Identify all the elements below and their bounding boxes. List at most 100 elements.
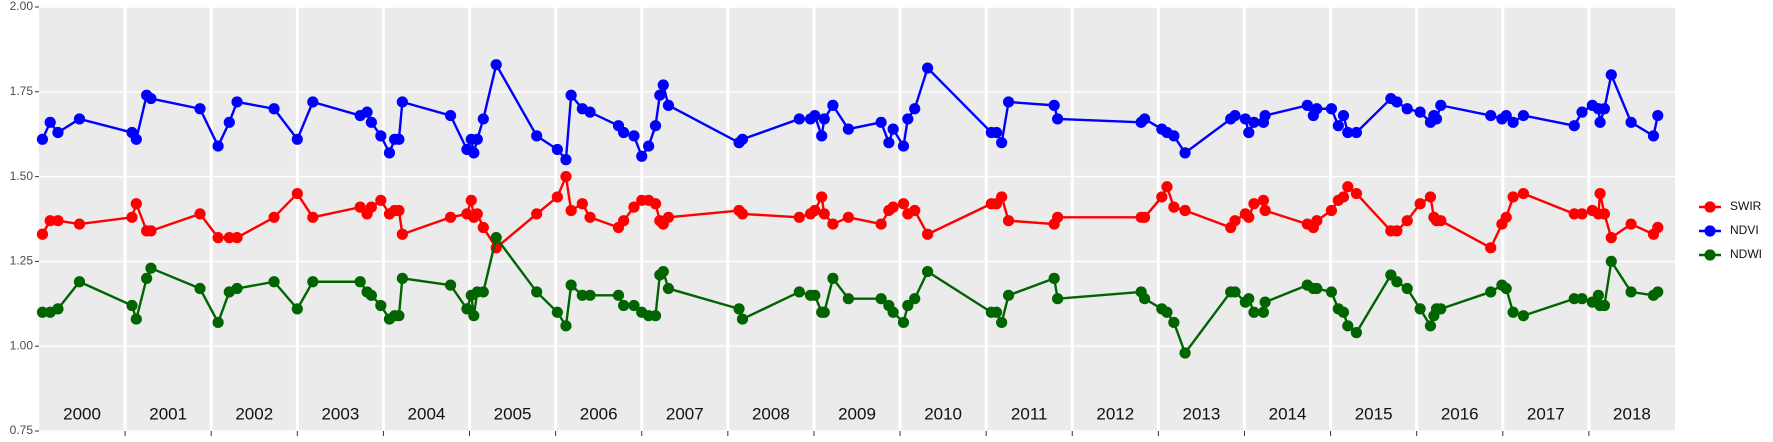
data-point (393, 133, 405, 145)
data-point (662, 282, 675, 295)
data-point (1311, 215, 1323, 227)
data-point (44, 116, 56, 128)
data-point (902, 113, 914, 125)
data-point (1243, 293, 1255, 305)
data-point (73, 276, 86, 288)
data-point (551, 306, 563, 318)
data-point (231, 96, 243, 108)
data-point (1414, 303, 1426, 315)
data-point (1259, 204, 1271, 217)
data-point (1435, 215, 1447, 227)
data-point (1391, 96, 1403, 108)
data-point (618, 126, 630, 139)
data-point (1337, 191, 1350, 203)
data-point (52, 215, 64, 227)
data-point (922, 265, 934, 278)
legend-key-point (1704, 249, 1716, 261)
data-point (1229, 109, 1241, 122)
data-point (560, 320, 572, 332)
data-point (1179, 147, 1191, 159)
data-point (1239, 113, 1251, 125)
data-point (887, 306, 899, 318)
legend-label: NDVI (1730, 223, 1759, 237)
data-point (73, 218, 86, 230)
data-point (126, 299, 138, 312)
data-point (1248, 306, 1260, 318)
data-point (1311, 103, 1323, 115)
data-point (1257, 306, 1270, 318)
data-point (291, 303, 303, 315)
data-point (1052, 293, 1064, 305)
data-point (1507, 191, 1519, 203)
data-point (465, 194, 477, 206)
data-point (36, 133, 49, 145)
data-point (628, 201, 640, 213)
data-point (1594, 187, 1606, 200)
data-point (531, 130, 543, 142)
data-point (1485, 286, 1497, 298)
year-label: 2010 (924, 404, 962, 423)
data-point (1325, 103, 1338, 115)
data-point (1576, 208, 1588, 220)
data-point (1002, 289, 1015, 301)
data-point (560, 171, 572, 183)
data-point (1500, 282, 1512, 295)
y-tick-label: 1.00 (10, 338, 34, 352)
data-point (1138, 293, 1151, 305)
data-point (307, 276, 319, 288)
data-point (1485, 109, 1497, 122)
data-point (444, 109, 457, 122)
data-point (145, 262, 157, 274)
data-point (141, 272, 153, 284)
data-point (1156, 191, 1168, 203)
data-point (662, 99, 675, 111)
data-point (307, 211, 319, 223)
data-point (584, 289, 596, 301)
data-point (212, 232, 224, 244)
data-point (1052, 211, 1064, 223)
data-point (628, 130, 640, 142)
data-point (1301, 99, 1313, 111)
data-point (736, 313, 749, 325)
data-point (1435, 99, 1447, 111)
data-point (842, 293, 854, 305)
data-point (1168, 316, 1180, 329)
year-label: 2012 (1096, 404, 1134, 423)
axes: 0.75 1.00 1.25 1.50 1.75 2.00 2000 2001 2002 2003… (10, 0, 1651, 437)
data-point (560, 154, 572, 166)
data-point (52, 303, 64, 315)
data-point (36, 306, 49, 318)
data-point (1424, 320, 1437, 332)
data-point (1625, 286, 1637, 298)
data-point (1652, 286, 1664, 298)
legend-key-point (1704, 201, 1716, 213)
data-point (657, 265, 669, 278)
data-point (736, 208, 749, 220)
data-point (1625, 218, 1637, 230)
data-point (44, 215, 56, 227)
data-point (1517, 187, 1530, 200)
data-point (1337, 109, 1350, 122)
data-point (130, 133, 142, 145)
data-point (291, 187, 303, 200)
data-point (565, 204, 577, 217)
y-tick-label: 0.75 (10, 423, 34, 437)
data-point (461, 303, 473, 315)
data-point (126, 211, 138, 223)
year-label: 2005 (494, 404, 532, 423)
legend-label: SWIR (1730, 199, 1762, 213)
data-point (793, 211, 805, 223)
data-point (628, 299, 640, 312)
legend-key-point (1704, 225, 1716, 237)
data-point (375, 130, 387, 142)
year-label: 2009 (838, 404, 876, 423)
data-point (268, 211, 280, 223)
data-point (471, 133, 483, 145)
data-point (816, 191, 828, 203)
data-point (883, 137, 895, 149)
data-point (1243, 211, 1255, 223)
data-point (52, 126, 64, 139)
data-point (1435, 303, 1447, 315)
data-point (1138, 113, 1151, 125)
data-point (643, 140, 655, 152)
